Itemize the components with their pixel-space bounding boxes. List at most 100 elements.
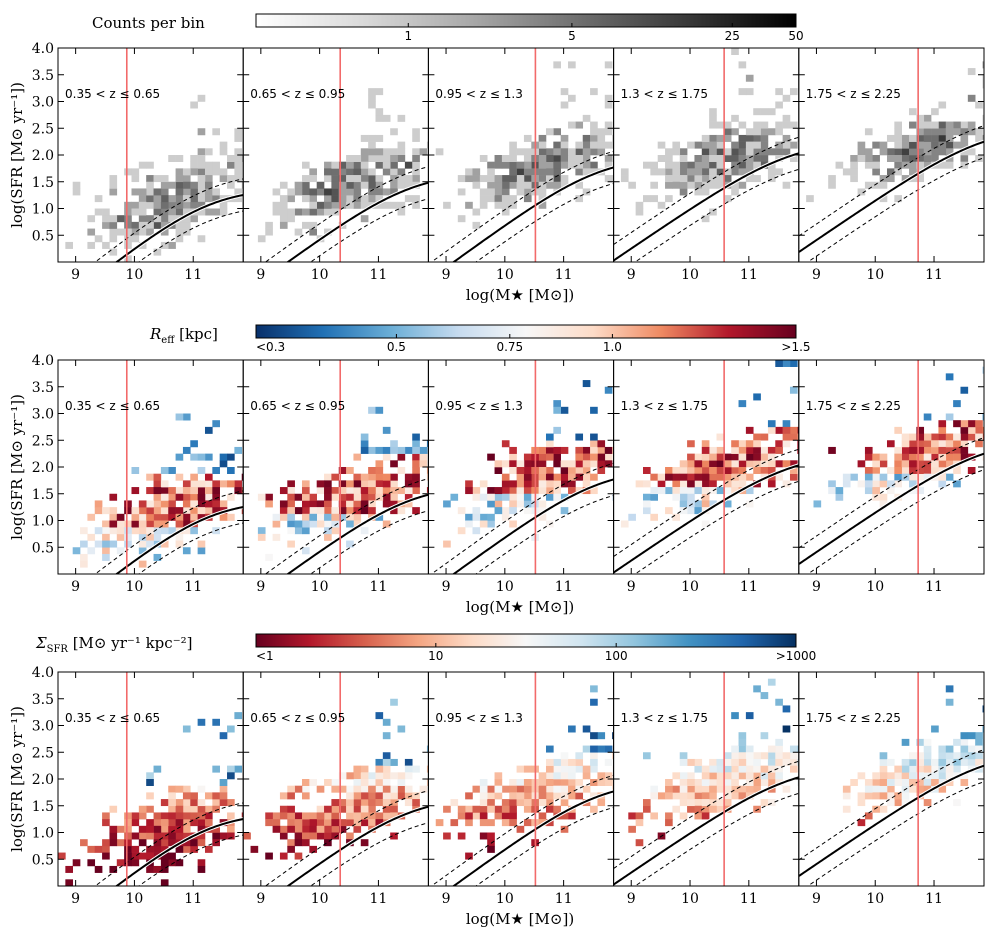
heatmap-cell [864, 155, 873, 162]
heatmap-cell [494, 779, 503, 786]
heatmap-cell [375, 772, 384, 780]
heatmap-cell [109, 235, 118, 243]
heatmap-cell [153, 527, 162, 535]
heatmap-cell [745, 88, 754, 96]
heatmap-cell [604, 141, 613, 149]
heatmap-cell [338, 825, 347, 833]
heatmap-cell [775, 101, 783, 109]
heatmap-cell [324, 493, 332, 501]
heatmap-cell [234, 712, 243, 720]
heatmap-cell [894, 765, 902, 773]
heatmap-cell [916, 114, 925, 122]
heatmap-cell [967, 745, 976, 753]
heatmap-cell [94, 527, 103, 535]
heatmap-cell [190, 805, 198, 813]
heatmap-cell [560, 507, 569, 515]
heatmap-cell [390, 175, 398, 183]
heatmap-cell [805, 142, 813, 149]
heatmap-cell [465, 792, 473, 800]
heatmap-cell [953, 799, 961, 807]
sfms-lower-dashed [309, 198, 429, 262]
heatmap-cell [582, 460, 591, 468]
heatmap-cell [657, 201, 666, 209]
heatmap-cell [864, 128, 873, 136]
heatmap-cell [835, 161, 844, 169]
heatmap-cell [805, 427, 813, 434]
heatmap-cell [545, 433, 554, 441]
heatmap-cell [960, 155, 969, 162]
heatmap-cell [560, 181, 569, 189]
heatmap-cell [102, 547, 110, 555]
redshift-label: 0.65 < z ≤ 0.95 [250, 87, 345, 101]
heatmap-cell [138, 161, 147, 169]
heatmap-cell [709, 467, 717, 474]
heatmap-cell [279, 513, 288, 521]
heatmap-cell [642, 135, 650, 142]
heatmap-cell [590, 128, 598, 136]
heatmap-cell [657, 473, 666, 481]
heatmap-cell [375, 201, 384, 209]
heatmap-cell [116, 513, 125, 521]
heatmap-cell [509, 480, 517, 488]
heatmap-cell [182, 845, 191, 853]
heatmap-cell [694, 188, 703, 196]
heatmap-cell [909, 161, 917, 169]
colorbar-tick-label: 10 [428, 649, 443, 663]
panel-plot-area [613, 672, 799, 886]
heatmap-cell [160, 513, 169, 521]
heatmap-cell [553, 460, 561, 468]
heatmap-cell [116, 547, 125, 555]
heatmap-cell [182, 547, 191, 555]
heatmap-cell [982, 732, 984, 740]
heatmap-cell [560, 161, 569, 169]
heatmap-cell [886, 440, 895, 448]
heatmap-cell [182, 188, 191, 196]
heatmap-cell [509, 500, 517, 508]
heatmap-cell [182, 480, 191, 488]
heatmap-cell [553, 772, 561, 780]
heatmap-cell [368, 94, 376, 102]
heatmap-cell [568, 725, 576, 733]
x-tick-label: 11 [370, 891, 388, 907]
heatmap-cell [390, 487, 398, 495]
redshift-label: 0.35 < z ≤ 0.65 [65, 711, 160, 725]
heatmap-cell [760, 732, 769, 740]
heatmap-cell [138, 208, 147, 216]
heatmap-cell [227, 175, 235, 183]
heatmap-cell [582, 765, 591, 773]
heatmap-cell [753, 772, 761, 780]
heatmap-cell [650, 181, 658, 189]
heatmap-cell [197, 94, 206, 102]
heatmap-cell [404, 487, 413, 495]
heatmap-cell [153, 812, 162, 820]
heatmap-cell [923, 785, 932, 793]
heatmap-cell [234, 487, 243, 495]
heatmap-cell [619, 427, 627, 434]
heatmap-cell [102, 540, 110, 548]
heatmap-cell [709, 480, 717, 488]
heatmap-cell [175, 859, 184, 867]
heatmap-cell [294, 812, 303, 820]
heatmap-cell [265, 812, 273, 820]
heatmap-cell [168, 500, 176, 508]
heatmap-cell [146, 188, 154, 196]
heatmap-cell [694, 155, 703, 162]
heatmap-cell [745, 453, 754, 461]
heatmap-cell [204, 195, 213, 203]
heatmap-cell [797, 433, 799, 441]
heatmap-cell [301, 188, 310, 196]
heatmap-cell [857, 188, 866, 196]
heatmap-cell [426, 487, 429, 495]
heatmap-cell [479, 785, 488, 793]
heatmap-cell [190, 527, 198, 535]
heatmap-cell [619, 779, 627, 786]
heatmap-cell [938, 121, 947, 129]
heatmap-cell [723, 799, 732, 807]
heatmap-cell [360, 819, 369, 827]
heatmap-cell [419, 785, 428, 793]
heatmap-cell [650, 161, 658, 169]
heatmap-cell [316, 507, 325, 515]
heatmap-cell [324, 839, 332, 847]
heatmap-cell [642, 467, 651, 474]
y-tick-label: 3.0 [32, 407, 54, 423]
